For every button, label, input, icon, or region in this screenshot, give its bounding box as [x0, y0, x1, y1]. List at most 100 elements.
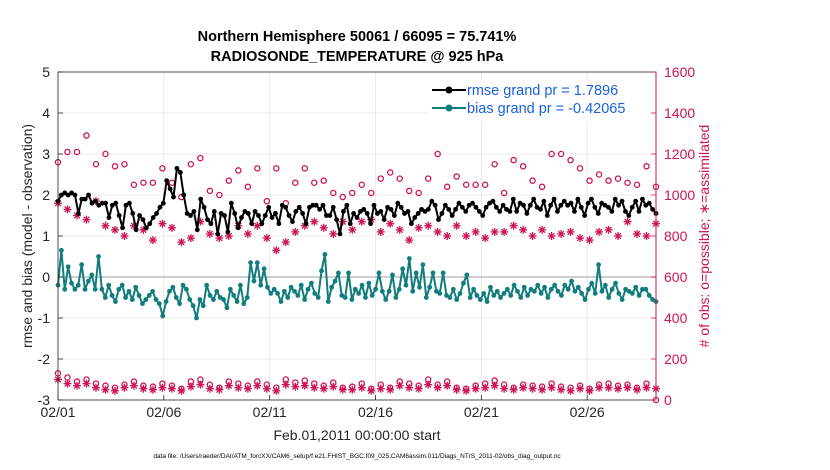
rmse-point [92, 198, 98, 204]
bias-point [58, 247, 64, 253]
y2-tick-label: 600 [664, 269, 688, 285]
bias-point [288, 284, 294, 290]
possible-obs-marker [415, 189, 422, 197]
bias-point [99, 286, 105, 292]
bias-point [461, 280, 466, 286]
possible-obs-marker [64, 148, 71, 156]
rmse-point [337, 231, 343, 237]
bias-point [156, 301, 162, 307]
assimilated-obs-bottom-marker [196, 380, 205, 389]
possible-obs-marker [500, 189, 508, 197]
bias-point [258, 282, 264, 288]
possible-obs-marker [225, 177, 233, 184]
bias-point [285, 295, 291, 300]
assimilated-obs-marker [386, 219, 395, 228]
assimilated-obs-bottom-marker [471, 384, 480, 393]
bias-point [194, 315, 199, 321]
assimilated-obs-bottom-marker [376, 384, 385, 393]
legend-box [428, 80, 650, 122]
y-tick-label: 3 [42, 146, 50, 162]
bias-point [457, 291, 463, 296]
rmse-point [463, 209, 469, 214]
possible-obs-marker [102, 150, 109, 158]
rmse-point [561, 198, 567, 204]
bias-point [96, 254, 101, 259]
rmse-point [548, 202, 554, 208]
rmse-point [425, 206, 431, 212]
assimilated-obs-marker [82, 215, 91, 224]
bias-point [325, 299, 331, 304]
x-axis-label: Feb.01,2011 00:00:00 start [273, 427, 440, 443]
rmse-point [130, 211, 136, 216]
bias-point [565, 286, 571, 292]
assimilated-obs-marker [557, 229, 566, 238]
rmse-point [368, 221, 373, 227]
rmse-point [167, 186, 173, 192]
possible-obs-marker [548, 150, 555, 158]
possible-obs-marker [159, 165, 166, 172]
rmse-point [269, 215, 275, 220]
assimilated-obs-marker [538, 225, 547, 234]
bias-point [481, 291, 487, 296]
rmse-point [228, 200, 234, 206]
possible-obs-marker [586, 177, 593, 184]
bias-point [471, 286, 476, 292]
bias-point [359, 282, 365, 288]
assimilated-obs-marker [272, 246, 281, 255]
rmse-point [283, 204, 289, 210]
rmse-point [276, 221, 282, 227]
rmse-point [510, 196, 516, 202]
assimilated-obs-bottom-marker [509, 385, 518, 394]
rmse-point [585, 200, 591, 206]
possible-obs-marker [643, 163, 650, 170]
assimilated-obs-marker [205, 229, 214, 238]
possible-obs-marker [130, 181, 138, 188]
bias-point [295, 293, 301, 298]
assimilated-obs-marker [357, 217, 366, 226]
rmse-point [531, 196, 537, 202]
rmse-point [157, 204, 163, 210]
x-axis: 02/01 02/06 02/11 02/16 02/21 02/26 [40, 395, 605, 420]
rmse-point [616, 202, 622, 208]
bias-point [508, 293, 514, 298]
possible-obs-marker [235, 167, 242, 174]
rmse-point [86, 192, 91, 198]
rmse-point [174, 165, 180, 171]
bias-point [336, 270, 341, 276]
y2-tick-label: 400 [664, 310, 688, 326]
bias-point [82, 286, 88, 292]
bias-point [146, 293, 152, 298]
possible-obs-marker [434, 150, 441, 158]
bias-point [207, 293, 213, 298]
assimilated-obs-marker [405, 236, 414, 245]
bias-point [454, 297, 460, 302]
y-tick-label: -2 [38, 351, 51, 367]
rmse-point [483, 204, 489, 210]
bias-point [559, 293, 564, 298]
assimilated-obs-bottom-marker [310, 383, 319, 392]
bias-point [376, 270, 382, 276]
bias-point [629, 291, 635, 296]
rmse-point [235, 225, 241, 231]
rmse-point [103, 200, 108, 206]
assimilated-obs-marker [329, 229, 338, 238]
rmse-point [476, 209, 482, 214]
assimilated-obs-bottom-marker [167, 384, 176, 393]
assimilated-obs-bottom-marker [205, 384, 214, 393]
possible-obs-marker [481, 181, 489, 188]
y2-axis-label: # of obs: o=possible; ∗=assimilated [696, 125, 712, 348]
bias-point [501, 291, 507, 296]
bias-point [200, 303, 206, 309]
rmse-point [225, 229, 231, 235]
y2-tick-label: 1200 [664, 146, 695, 162]
possible-obs-marker [538, 183, 546, 191]
rmse-point [538, 206, 543, 212]
assimilated-obs-bottom-marker [500, 384, 509, 393]
assimilated-obs-bottom-marker [281, 380, 290, 389]
rmse-point [303, 221, 309, 227]
rmse-point [205, 217, 210, 223]
rmse-point [395, 200, 401, 206]
bias-point [400, 266, 406, 272]
possible-obs-marker [386, 169, 394, 176]
